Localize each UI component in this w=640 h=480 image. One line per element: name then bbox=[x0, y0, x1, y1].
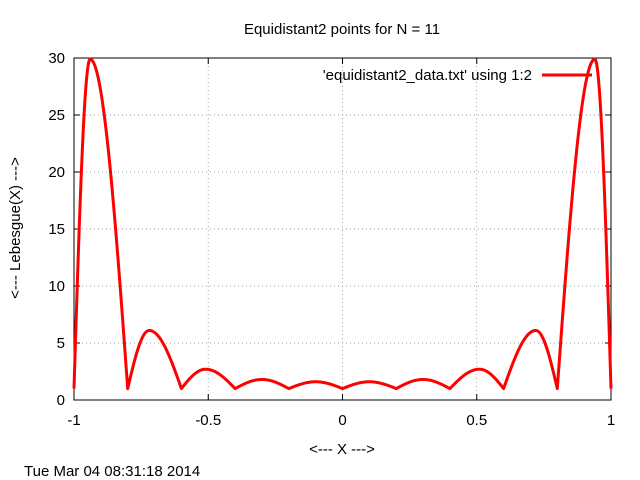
y-tick-label: 20 bbox=[48, 164, 65, 181]
x-tick-label: 0 bbox=[338, 412, 346, 429]
legend: 'equidistant2_data.txt' using 1:2 bbox=[323, 67, 592, 84]
x-axis-label: <--- X ---> bbox=[309, 441, 375, 458]
y-tick-label: 5 bbox=[57, 335, 65, 352]
series-layer bbox=[72, 57, 613, 391]
x-tick-label: 0.5 bbox=[466, 412, 487, 429]
y-tick-label: 30 bbox=[48, 50, 65, 67]
x-tick-label: 1 bbox=[607, 412, 615, 429]
x-tick-label: -0.5 bbox=[195, 412, 221, 429]
y-tick-label: 0 bbox=[57, 392, 65, 409]
y-tick-label: 25 bbox=[48, 107, 65, 124]
x-tick-label: -1 bbox=[67, 412, 80, 429]
timestamp: Tue Mar 04 08:31:18 2014 bbox=[24, 463, 200, 480]
chart-title: Equidistant2 points for N = 11 bbox=[244, 21, 440, 38]
grid bbox=[74, 58, 611, 400]
series-line bbox=[72, 57, 613, 391]
y-axis-label: <--- Lebesgue(X) ---> bbox=[7, 157, 24, 299]
y-tick-label: 10 bbox=[48, 278, 65, 295]
legend-label: 'equidistant2_data.txt' using 1:2 bbox=[323, 67, 532, 84]
y-tick-label: 15 bbox=[48, 221, 65, 238]
